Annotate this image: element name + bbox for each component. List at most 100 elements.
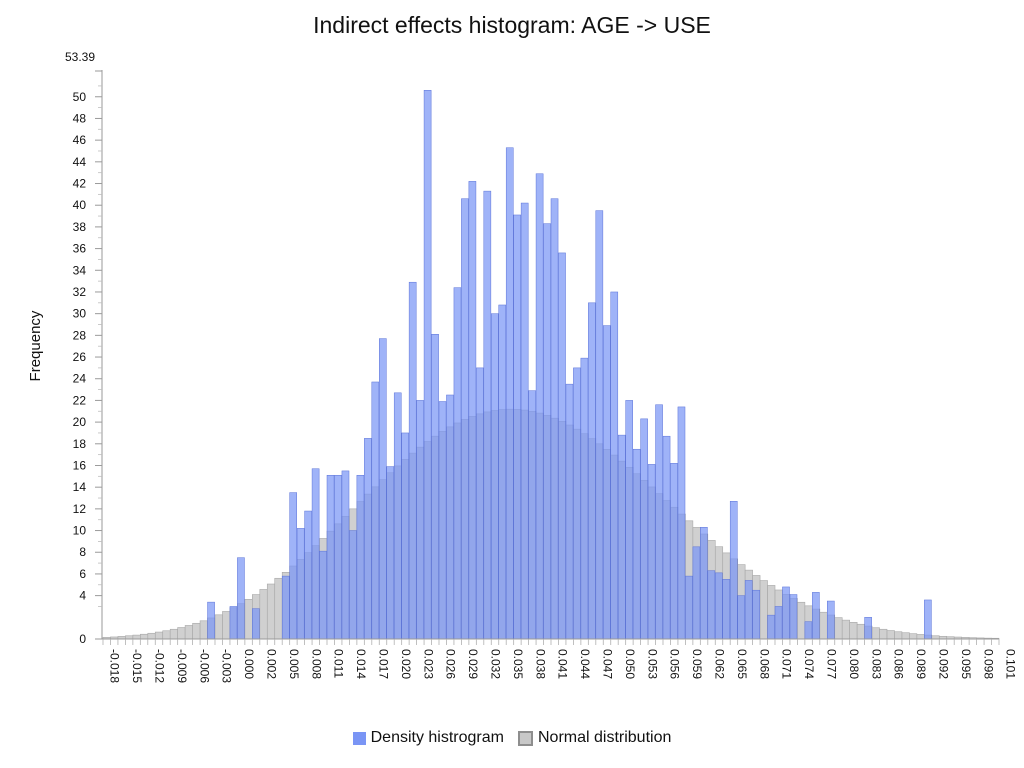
y-tick-label: 32 — [73, 285, 87, 299]
x-tick-label: 0.077 — [825, 649, 839, 679]
density-bar — [334, 474, 342, 640]
density-bar — [595, 210, 604, 640]
x-tick-label: 0.095 — [959, 649, 973, 679]
density-bar — [543, 223, 551, 640]
normal-bar — [759, 580, 768, 640]
density-bar — [588, 302, 596, 640]
normal-bar — [192, 622, 201, 640]
density-bar — [513, 214, 521, 640]
density-bar — [737, 595, 745, 640]
density-bar — [692, 546, 701, 640]
density-bar — [707, 570, 716, 640]
density-bar — [782, 586, 790, 640]
x-tick-label: 0.032 — [489, 649, 503, 679]
legend-item-density[interactable]: Density histrogram — [352, 729, 504, 747]
density-bar — [670, 463, 678, 640]
y-max-label: 53.39 — [65, 50, 95, 64]
density-bar — [640, 418, 648, 640]
density-bar — [311, 468, 320, 640]
density-bar — [617, 434, 626, 640]
x-tick-label: 0.071 — [780, 649, 794, 679]
normal-bar — [901, 632, 910, 640]
density-bar — [827, 600, 835, 640]
y-tick-label: 8 — [79, 545, 86, 559]
density-bar — [610, 291, 619, 640]
density-bar — [438, 401, 447, 640]
y-tick-label: 10 — [73, 524, 87, 538]
density-bar — [573, 367, 581, 640]
x-tick-label: 0.020 — [399, 649, 413, 679]
legend-swatch-normal — [517, 730, 533, 746]
normal-bar — [894, 631, 903, 640]
normal-bar — [199, 620, 208, 640]
normal-bar — [819, 611, 828, 640]
normal-bar — [222, 611, 231, 640]
y-tick-label: 34 — [73, 263, 87, 277]
normal-bar — [162, 630, 171, 640]
legend-item-normal[interactable]: Normal distribution — [517, 729, 672, 747]
density-bar — [408, 281, 417, 640]
normal-bar — [909, 633, 918, 640]
density-bar — [603, 325, 611, 640]
normal-bar — [147, 632, 156, 640]
x-tick-label: 0.086 — [892, 649, 906, 679]
density-bar — [580, 357, 589, 640]
density-bar — [924, 599, 932, 640]
x-tick-label: -0.003 — [220, 649, 234, 683]
normal-bar — [871, 627, 880, 640]
density-bar — [535, 173, 544, 640]
density-bar — [423, 90, 432, 640]
normal-bar — [244, 599, 253, 640]
y-axis-title: Frequency — [27, 310, 44, 381]
x-tick-label: 0.062 — [713, 649, 727, 679]
x-tick-label: 0.074 — [802, 649, 816, 679]
y-tick-label: 24 — [73, 372, 87, 386]
normal-bar — [132, 634, 141, 640]
normal-bar — [214, 614, 223, 640]
density-bar — [528, 390, 536, 640]
normal-bar — [266, 583, 276, 640]
density-bar — [722, 579, 731, 640]
x-tick-label: 0.098 — [981, 649, 995, 679]
y-tick-label: 26 — [73, 350, 87, 364]
x-tick-label: 0.017 — [377, 649, 391, 679]
x-tick-label: 0.056 — [668, 649, 682, 679]
axes-layer: -0.018 -0.015 -0.012 -0.009 -0.006 -0.003 0.00… — [65, 50, 1018, 683]
density-bar — [632, 448, 641, 640]
normal-bar — [879, 628, 888, 640]
x-tick-label: 0.089 — [914, 649, 928, 679]
density-bar — [341, 470, 350, 640]
density-bar — [520, 202, 529, 640]
density-bar — [498, 304, 507, 640]
y-tick-label: 14 — [73, 480, 87, 494]
density-bar — [476, 367, 484, 640]
x-tick-label: 0.023 — [421, 649, 435, 679]
x-tick-label: 0.002 — [265, 649, 279, 679]
x-tick-label: 0.026 — [444, 649, 458, 679]
legend-label-normal: Normal distribution — [537, 729, 672, 746]
density-bar — [349, 530, 357, 640]
density-bar — [647, 464, 656, 640]
x-tick-label: 0.053 — [645, 649, 659, 679]
y-tick-label: 0 — [79, 632, 86, 646]
density-bar — [685, 575, 693, 640]
x-tick-label: 0.047 — [601, 649, 615, 679]
y-tick-label: 38 — [73, 220, 87, 234]
density-bar — [207, 601, 215, 640]
density-bar — [281, 575, 290, 640]
y-tick-label: 44 — [73, 155, 87, 169]
y-tick-label: 12 — [73, 502, 87, 516]
density-bar — [379, 338, 387, 640]
density-bar — [677, 406, 686, 640]
x-tick-label: 0.050 — [623, 649, 637, 679]
density-bar — [558, 252, 566, 640]
density-bar — [356, 474, 365, 640]
normal-bar — [274, 577, 283, 640]
density-bar — [304, 510, 312, 640]
x-tick-label: 0.005 — [287, 649, 301, 679]
normal-bar — [169, 628, 178, 640]
density-bar — [431, 334, 439, 640]
x-tick-label: -0.015 — [130, 649, 144, 683]
